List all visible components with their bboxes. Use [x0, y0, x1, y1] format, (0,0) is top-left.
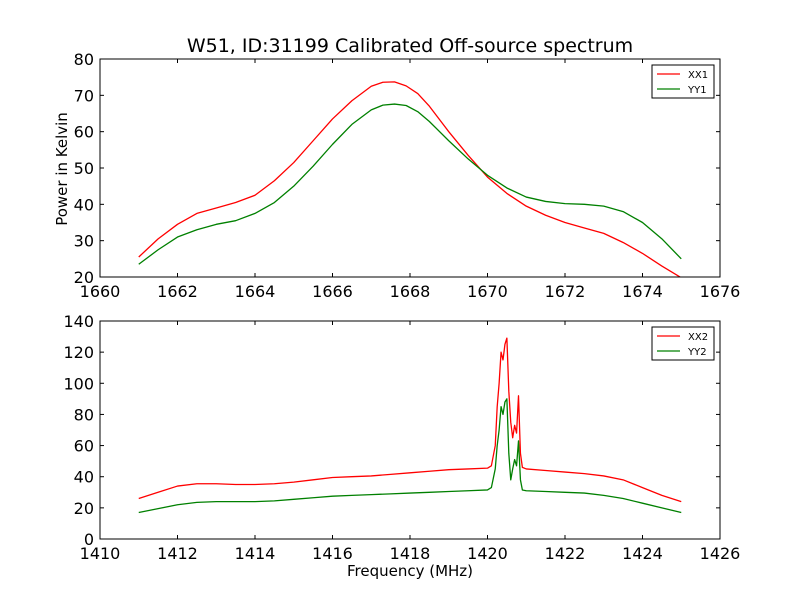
x-tick-label: 1424	[622, 544, 663, 563]
x-tick-label: 1666	[312, 282, 353, 301]
x-tick-label: 1674	[622, 282, 663, 301]
x-tick-label: 1410	[80, 544, 121, 563]
x-tick-label: 1416	[312, 544, 353, 563]
y-tick-label: 30	[74, 232, 94, 251]
bottom-chart: Frequency (MHz) 1410 1412 1414 1416 1418 1420…	[63, 312, 740, 580]
y-tick-label: 20	[74, 268, 94, 287]
legend-box	[651, 326, 715, 361]
top-chart-title: W51, ID:31199 Calibrated Off-source spec…	[187, 35, 633, 57]
legend-label-xx1: XX1	[688, 70, 708, 81]
x-tick-label: 1676	[700, 282, 741, 301]
x-tick-label: 1670	[467, 282, 508, 301]
legend-box	[651, 64, 715, 99]
y-tick-label: 60	[74, 437, 94, 456]
top-chart-y-label: Power in Kelvin	[53, 112, 71, 226]
y-tick-label: 100	[63, 374, 94, 393]
series-line-xx2	[138, 337, 682, 503]
x-tick-label: 1422	[545, 544, 586, 563]
y-tick-label: 80	[74, 50, 94, 69]
y-tick-label: 50	[74, 159, 94, 178]
y-tick-label: 140	[63, 312, 94, 331]
legend-label-xx2: XX2	[688, 332, 708, 343]
x-tick-label: 1414	[235, 544, 276, 563]
x-tick-label: 1660	[80, 282, 121, 301]
y-tick-label: 40	[74, 468, 94, 487]
bottom-chart-x-label: Frequency (MHz)	[347, 562, 473, 580]
y-tick-label: 70	[74, 86, 94, 105]
y-tick-label: 20	[74, 499, 94, 518]
y-tick-label: 60	[74, 123, 94, 142]
x-tick-label: 1412	[157, 544, 198, 563]
y-tick-label: 0	[84, 530, 94, 549]
x-tick-label: 1664	[235, 282, 276, 301]
series-line-yy2	[138, 398, 682, 514]
x-tick-label: 1672	[545, 282, 586, 301]
x-tick-label: 1420	[467, 544, 508, 563]
y-tick-label: 40	[74, 195, 94, 214]
series-line-xx1	[138, 81, 682, 277]
legend-label-yy1: YY1	[687, 85, 707, 96]
y-tick-label: 80	[74, 405, 94, 424]
top-chart: W51, ID:31199 Calibrated Off-source spec…	[53, 35, 740, 301]
x-tick-label: 1668	[390, 282, 431, 301]
x-tick-label: 1662	[157, 282, 198, 301]
x-tick-label: 1418	[390, 544, 431, 563]
series-line-yy1	[138, 103, 682, 265]
x-tick-label: 1426	[700, 544, 741, 563]
legend-label-yy2: YY2	[687, 347, 707, 358]
y-tick-label: 120	[63, 343, 94, 362]
